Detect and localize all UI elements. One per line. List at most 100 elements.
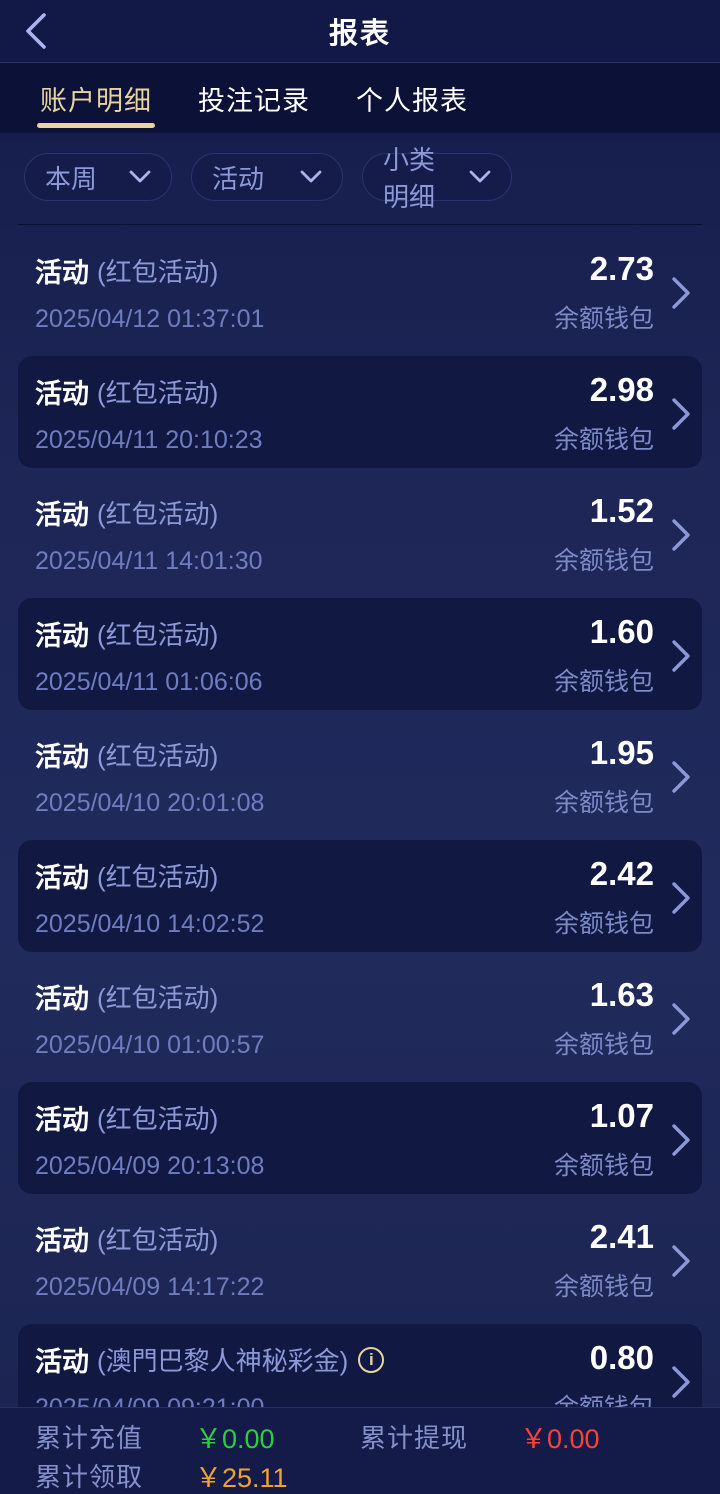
chevron-right-icon [672,639,690,672]
chevron-right-icon [672,881,690,914]
transaction-row-left: 活动 (红包活动) i 2025/04/09 20:13:08 [35,1098,554,1181]
filter-category-label: 活动 [212,163,265,194]
chevron-right-icon [672,276,690,309]
transaction-row-left: 活动 (红包活动) i 2025/04/10 14:02:52 [35,856,554,939]
transaction-wallet: 余额钱包 [553,426,654,454]
tab-account-details[interactable]: 账户明细 [37,63,155,133]
total-claimed: 累计领取 ￥25.11 [35,1456,375,1494]
transaction-subtype: (澳門巴黎人神秘彩金) [97,1346,349,1376]
transaction-type: 活动 [35,379,89,409]
chevron-right-icon [672,518,690,551]
transaction-subtype: (红包活动) [97,620,219,650]
transaction-amount: 1.60 [589,613,654,650]
total-withdrawal: 累计提现 ￥0.00 [360,1417,685,1456]
transaction-datetime: 2025/04/12 01:37:01 [35,305,265,333]
filter-list-divider [18,224,702,225]
transaction-row-right: 1.95 余额钱包 [554,734,654,819]
chevron-right-icon [672,397,690,430]
transaction-type: 活动 [35,621,89,651]
transaction-row-left: 活动 (红包活动) i 2025/04/11 01:06:06 [35,614,554,697]
transaction-row[interactable]: 活动 (红包活动) i 2025/04/12 01:37:01 2.73 余额钱… [0,232,720,353]
transaction-row[interactable]: 活动 (红包活动) i 2025/04/11 14:01:30 1.52 余额钱… [0,474,720,595]
transaction-row-right: 2.73 余额钱包 [554,250,654,335]
transaction-subtype: (红包活动) [97,983,219,1013]
transaction-type: 活动 [35,258,89,288]
transaction-row-right: 2.42 余额钱包 [554,855,654,940]
transaction-amount: 2.98 [589,371,654,408]
transaction-wallet: 余额钱包 [553,1031,654,1059]
tab-personal-report[interactable]: 个人报表 [356,85,468,116]
transaction-datetime: 2025/04/11 20:10:23 [35,426,263,454]
chevron-right-icon [672,1244,690,1277]
transaction-datetime: 2025/04/10 14:02:52 [35,910,265,938]
transaction-wallet: 余额钱包 [553,305,654,333]
total-deposit-label: 累计充值 [35,1423,144,1453]
chevron-down-icon [300,170,322,183]
transaction-subtype: (红包活动) [97,1225,219,1255]
filter-category-dropdown[interactable]: 活动 [191,153,343,201]
tab-betting-records[interactable]: 投注记录 [198,85,310,116]
total-claimed-value: ￥25.11 [195,1463,288,1493]
transaction-subtype: (红包活动) [97,741,219,771]
chevron-left-icon [26,13,46,49]
transaction-type: 活动 [35,742,89,772]
filter-subcategory-dropdown[interactable]: 小类明细 [362,145,512,212]
transaction-row[interactable]: 活动 (红包活动) i 2025/04/09 14:17:22 2.41 余额钱… [0,1200,720,1321]
chevron-down-icon [129,170,151,183]
transaction-datetime: 2025/04/10 20:01:08 [35,789,265,817]
transaction-wallet: 余额钱包 [553,1152,654,1180]
transaction-row[interactable]: 活动 (红包活动) i 2025/04/10 20:01:08 1.95 余额钱… [0,716,720,837]
transaction-datetime: 2025/04/10 01:00:57 [35,1031,265,1059]
transaction-row-left: 活动 (红包活动) i 2025/04/12 01:37:01 [35,251,554,334]
transaction-subtype: (红包活动) [97,862,219,892]
total-claimed-label: 累计领取 [35,1462,144,1492]
filter-bar: 本周 活动 小类明细 [0,133,720,212]
transaction-type: 活动 [35,1105,89,1135]
chevron-right-icon [672,1002,690,1035]
summary-footer: 累计充值 ￥0.00 累计提现 ￥0.00 累计领取 ￥25.11 [0,1407,720,1494]
filter-period-dropdown[interactable]: 本周 [24,153,172,201]
filter-period-label: 本周 [45,163,98,194]
filter-subcategory-label: 小类明细 [383,145,436,212]
transaction-amount: 1.52 [589,492,654,529]
transaction-row-left: 活动 (红包活动) i 2025/04/10 01:00:57 [35,977,554,1060]
transaction-row[interactable]: 活动 (红包活动) i 2025/04/11 20:10:23 2.98 余额钱… [0,353,720,474]
transaction-datetime: 2025/04/09 20:13:08 [35,1152,265,1180]
transaction-subtype: (红包活动) [97,257,219,287]
transaction-wallet: 余额钱包 [553,668,654,696]
info-icon[interactable]: i [358,1346,385,1373]
transaction-row-left: 活动 (红包活动) i 2025/04/10 20:01:08 [35,735,554,818]
transaction-datetime: 2025/04/11 14:01:30 [35,547,263,575]
chevron-down-icon [469,170,491,183]
total-withdrawal-label: 累计提现 [360,1423,469,1453]
transaction-amount: 2.41 [589,1218,654,1255]
transaction-row[interactable]: 活动 (红包活动) i 2025/04/09 20:13:08 1.07 余额钱… [0,1079,720,1200]
transaction-amount: 1.95 [589,734,654,771]
transaction-amount: 1.63 [589,976,654,1013]
transaction-amount: 2.42 [589,855,654,892]
total-deposit: 累计充值 ￥0.00 [35,1417,360,1456]
transaction-subtype: (红包活动) [97,499,219,529]
transaction-type: 活动 [35,500,89,530]
transaction-row-right: 1.52 余额钱包 [554,492,654,577]
transaction-subtype: (红包活动) [97,1104,219,1134]
total-withdrawal-value: ￥0.00 [520,1424,600,1454]
transaction-amount: 2.73 [589,250,654,287]
header: 报表 [0,0,720,62]
transaction-datetime: 2025/04/09 14:17:22 [35,1273,265,1301]
transaction-row-left: 活动 (红包活动) i 2025/04/09 14:17:22 [35,1219,554,1302]
transaction-amount: 0.80 [589,1339,654,1376]
chevron-right-icon [672,1365,690,1398]
transaction-row[interactable]: 活动 (红包活动) i 2025/04/10 14:02:52 2.42 余额钱… [0,837,720,958]
transaction-datetime: 2025/04/11 01:06:06 [35,668,263,696]
transaction-row-right: 2.98 余额钱包 [554,371,654,456]
transaction-row[interactable]: 活动 (红包活动) i 2025/04/10 01:00:57 1.63 余额钱… [0,958,720,1079]
tab-bar: 账户明细 投注记录 个人报表 [0,62,720,133]
transaction-row[interactable]: 活动 (红包活动) i 2025/04/11 01:06:06 1.60 余额钱… [0,595,720,716]
transaction-wallet: 余额钱包 [553,547,654,575]
transaction-subtype: (红包活动) [97,378,219,408]
back-button[interactable] [14,6,58,56]
transaction-row-left: 活动 (红包活动) i 2025/04/11 14:01:30 [35,493,554,576]
transaction-type: 活动 [35,1226,89,1256]
